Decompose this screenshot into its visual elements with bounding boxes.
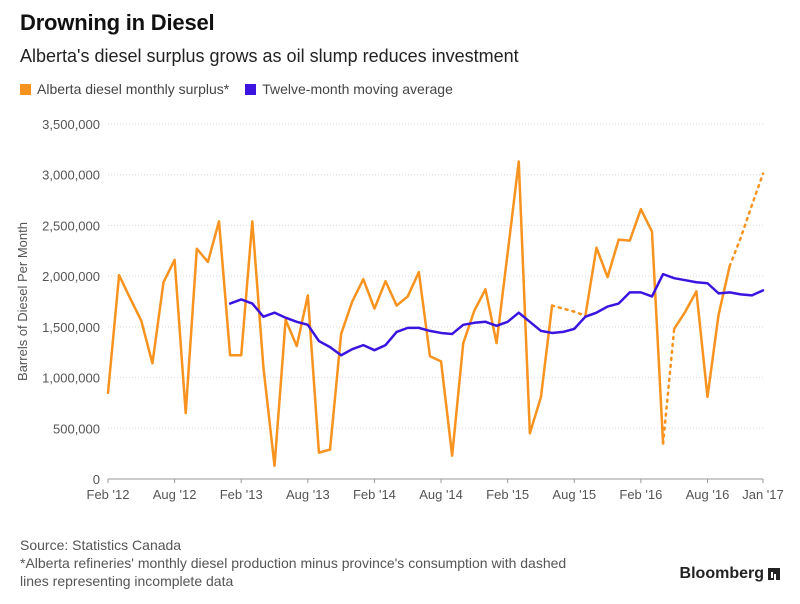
- surplus-line-dashed-segment: [550, 304, 587, 317]
- surplus-line-segment: [106, 160, 554, 468]
- source-note: Source: Statistics Canada: [20, 537, 182, 553]
- y-tick-label: 3,000,000: [42, 168, 100, 183]
- moving-average-line-segment: [228, 272, 765, 357]
- legend-label-average: Twelve-month moving average: [262, 81, 453, 97]
- y-tick-label: 0: [93, 472, 100, 487]
- legend-swatch-surplus: [20, 83, 31, 95]
- x-tick-label: Aug '12: [153, 487, 197, 502]
- x-tick-label: Feb '14: [353, 487, 396, 502]
- y-tick-label: 500,000: [53, 421, 100, 436]
- surplus-line-dashed-segment: [661, 327, 676, 445]
- y-tick-label: 3,500,000: [42, 117, 100, 132]
- legend: Alberta diesel monthly surplus* Twelve-m…: [20, 81, 469, 97]
- x-tick-label: Feb '12: [87, 487, 130, 502]
- legend-item-surplus: Alberta diesel monthly surplus*: [20, 81, 229, 97]
- legend-item-average: Twelve-month moving average: [245, 81, 453, 97]
- y-tick-label: 1,500,000: [42, 320, 100, 335]
- y-tick-label: 1,000,000: [42, 371, 100, 386]
- chart-title: Drowning in Diesel: [20, 10, 215, 35]
- x-tick-label: Aug '16: [686, 487, 730, 502]
- brand-logo: Bloomberg: [680, 565, 780, 583]
- legend-label-surplus: Alberta diesel monthly surplus*: [37, 81, 230, 97]
- x-tick-label: Feb '16: [619, 487, 662, 502]
- x-tick-label: Feb '15: [486, 487, 529, 502]
- footnote-line-2: lines representing incomplete data: [20, 573, 234, 589]
- y-axis-label: Barrels of Diesel Per Month: [15, 222, 30, 381]
- y-tick-label: 2,000,000: [42, 269, 100, 284]
- brand-name: Bloomberg: [679, 565, 764, 582]
- chart-subtitle: Alberta's diesel surplus grows as oil sl…: [20, 46, 519, 66]
- y-tick-label: 2,500,000: [42, 218, 100, 233]
- surplus-line-segment: [584, 207, 665, 445]
- legend-swatch-average: [245, 83, 257, 95]
- surplus-line-segment: [672, 264, 731, 399]
- x-tick-label: Aug '13: [286, 487, 330, 502]
- x-tick-label: Aug '15: [552, 487, 596, 502]
- x-tick-label: Feb '13: [220, 487, 263, 502]
- footer: Source: Statistics Canada *Alberta refin…: [20, 536, 566, 590]
- chart-icon: [768, 568, 780, 580]
- line-chart: 0 500,000 1,000,000 1,500,000 2,000,000 2,500…: [15, 117, 784, 502]
- footnote-line-1: *Alberta refineries' monthly diesel prod…: [20, 555, 567, 571]
- surplus-line-dashed-segment: [728, 172, 765, 268]
- x-tick-label: Aug '14: [419, 487, 463, 502]
- x-tick-label: Jan '17: [742, 487, 784, 502]
